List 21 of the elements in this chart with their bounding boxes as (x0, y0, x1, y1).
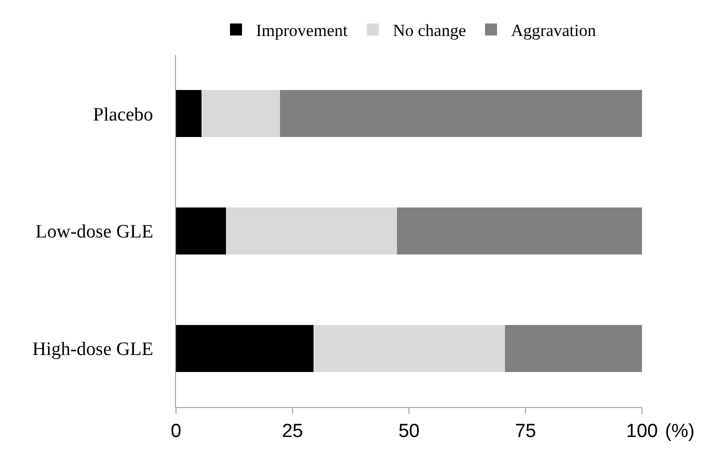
legend-label: No change (392, 21, 466, 40)
y-tick-label: High-dose GLE (32, 338, 154, 360)
bar (313, 324, 505, 372)
bar (202, 90, 280, 138)
legend-label: Improvement (256, 21, 348, 40)
x-tick-label: 100 (626, 420, 658, 442)
bar (280, 90, 642, 138)
y-tick-label: Low-dose GLE (36, 222, 154, 243)
bar (226, 208, 397, 254)
bar (396, 208, 642, 254)
y-tick-label: Placebo (93, 104, 154, 126)
bar (176, 90, 202, 138)
bar (176, 208, 226, 254)
x-axis-title: (%) (665, 421, 695, 442)
x-tick-label: 50 (398, 420, 420, 442)
legend-label: Aggravation (511, 21, 597, 40)
bar (505, 324, 642, 372)
x-tick-label: 75 (514, 420, 536, 442)
x-tick-label: 25 (282, 420, 304, 442)
bar (176, 324, 314, 372)
x-tick-label: 0 (170, 420, 182, 442)
